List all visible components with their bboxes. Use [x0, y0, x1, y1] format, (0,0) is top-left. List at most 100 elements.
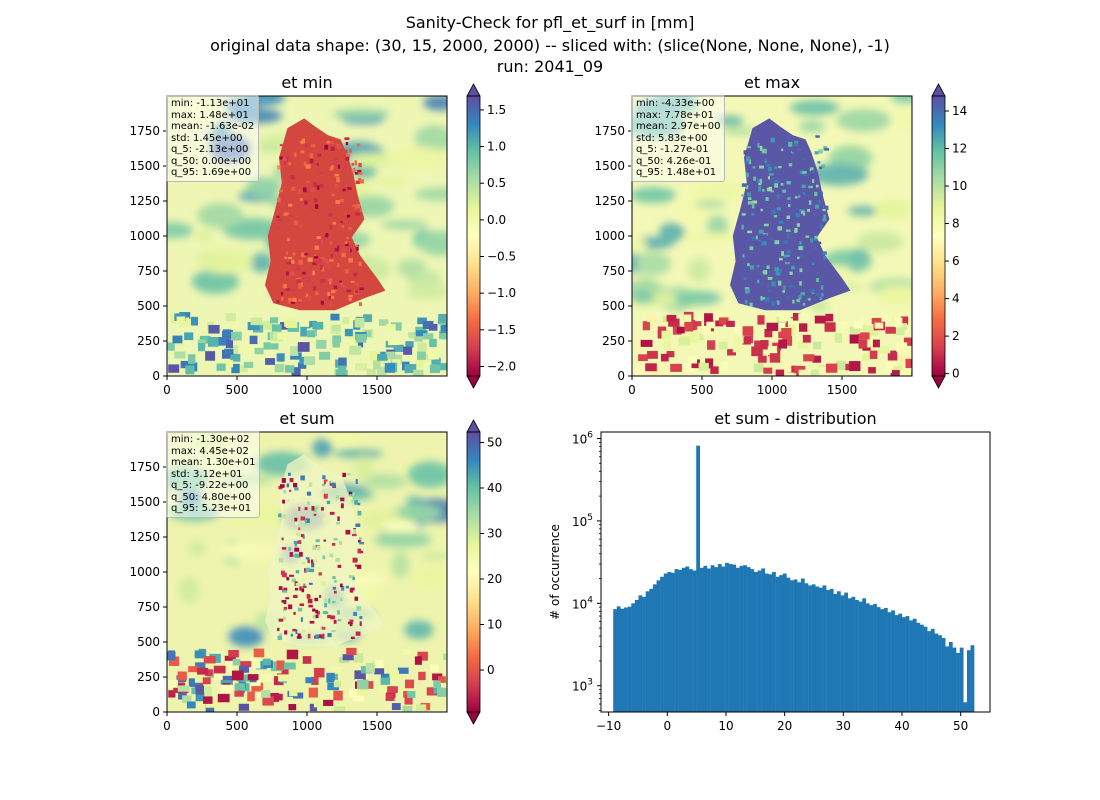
et-max-cell	[849, 334, 859, 344]
et-max-xtick-label: 1000	[757, 383, 788, 397]
et-max-cell	[782, 362, 792, 373]
et-max-speckle-dot	[818, 149, 823, 154]
et-max-texture-blob	[692, 181, 751, 200]
histogram-bar	[663, 573, 668, 712]
histogram-bar	[692, 570, 697, 712]
et-sum-cell	[204, 669, 213, 677]
et-sum-speckle-dot	[340, 503, 344, 509]
et-max-cell	[661, 330, 671, 340]
et-min-speckle-dot	[292, 252, 296, 256]
et-sum-speckle-dot	[281, 537, 284, 541]
et-max-cell	[787, 365, 797, 373]
et-max-speckle-dot	[770, 211, 775, 215]
et-sum-ytick-label: 500	[137, 635, 160, 649]
et-min-speckle-dot	[332, 222, 336, 225]
histogram-bar	[642, 596, 646, 712]
et-max-speckle-dot	[781, 251, 785, 257]
et-max-speckle-dot	[741, 194, 745, 198]
et-min-speckle-dot	[341, 252, 346, 258]
et-min-cell	[269, 317, 279, 324]
et-sum-speckle-dot	[303, 521, 309, 526]
et-max-speckle-dot	[799, 253, 804, 259]
et-min-speckle-dot	[329, 225, 333, 230]
et-sum-cell	[247, 691, 255, 702]
et-sum-speckle-dot	[294, 553, 300, 558]
et-max-speckle-dot	[763, 223, 769, 227]
et-sum-cell	[167, 651, 176, 661]
et-sum-cell	[426, 687, 438, 696]
histogram-bar	[826, 590, 830, 712]
et-sum-speckle-dot	[305, 518, 310, 523]
et-sum-speckle-dot	[299, 551, 303, 557]
et-max-texture-blob	[632, 187, 676, 204]
et-max-speckle-dot	[766, 187, 771, 192]
et-sum-cell	[203, 656, 216, 664]
et-max-cell	[689, 333, 700, 343]
et-sum-cell	[385, 693, 395, 701]
et-max-cell	[650, 366, 661, 376]
et-min-speckle-dot	[285, 212, 289, 215]
et-min-speckle-dot	[350, 280, 355, 283]
et-min-speckle-dot	[354, 160, 357, 166]
histogram-bar	[739, 565, 744, 712]
et-sum-cell	[308, 687, 318, 698]
et-sum-speckle-dot	[348, 575, 352, 579]
et-min-cell	[167, 342, 175, 351]
et-sum-speckle-dot	[337, 619, 342, 622]
et-max-cell	[863, 325, 874, 333]
et-sum-speckle-dot	[331, 542, 336, 546]
et-max-speckle-dot	[749, 265, 754, 270]
et-sum-cell	[446, 698, 447, 705]
et-max-cell	[885, 326, 896, 334]
et-sum-cell	[186, 701, 196, 709]
et-max-speckle-dot	[755, 235, 758, 240]
et-sum-cell	[288, 704, 297, 711]
et-min-cell	[427, 350, 440, 360]
et-sum-cell	[261, 674, 273, 682]
et-max-speckle-dot	[760, 208, 763, 212]
et-max-cell	[826, 363, 838, 373]
et-max-speckle-dot	[767, 283, 770, 289]
et-max-speckle-dot	[767, 289, 771, 293]
et-max-speckle-dot	[761, 188, 765, 192]
et-max-speckle-dot	[777, 268, 783, 273]
et-min-texture-blob	[419, 230, 447, 256]
et-sum-speckle-dot	[336, 521, 340, 525]
histogram-bar	[717, 564, 722, 712]
et-min-speckle-dot	[285, 287, 290, 291]
et-sum-speckle-dot	[357, 548, 362, 554]
et-min-speckle-dot	[306, 277, 312, 282]
et-min-texture-blob	[414, 187, 447, 201]
histogram-bar	[970, 645, 975, 712]
et-max-speckle-dot	[749, 246, 754, 251]
et-max-cell	[642, 321, 650, 331]
et-sum-xtick-label: 0	[163, 719, 171, 733]
et-max-speckle-dot	[801, 184, 806, 189]
et-min-speckle-dot	[277, 273, 281, 277]
histogram-bar	[735, 567, 740, 712]
et-min-speckle-dot	[310, 206, 313, 210]
et-sum-speckle-dot	[303, 583, 306, 587]
et-min-ytick-label: 500	[137, 299, 160, 313]
et-sum-speckle-dot	[318, 595, 322, 598]
et-min-cell	[231, 320, 239, 330]
et-min-speckle-dot	[279, 156, 283, 160]
et-min-speckle-dot	[335, 183, 339, 188]
et-sum-cell	[260, 689, 271, 698]
et-max-speckle-dot	[814, 191, 818, 197]
et-min-speckle-dot	[313, 198, 318, 203]
et-max-cell	[905, 358, 912, 369]
et-sum-cell	[177, 685, 190, 692]
et-max-speckle-dot	[767, 176, 771, 180]
et-max-ytick-label: 500	[602, 299, 625, 313]
et-min-speckle-dot	[358, 163, 362, 168]
et-max-speckle-dot	[780, 183, 784, 186]
et-min-speckle-dot	[321, 266, 325, 272]
et-min-speckle-dot	[329, 184, 334, 188]
et-max-cell	[646, 350, 658, 359]
et-min-texture-blob	[249, 252, 274, 273]
et-sum-speckle-dot	[293, 482, 298, 488]
et-max-cell	[787, 318, 798, 326]
et-min-colorbar-tick-label: 0.5	[487, 176, 506, 190]
